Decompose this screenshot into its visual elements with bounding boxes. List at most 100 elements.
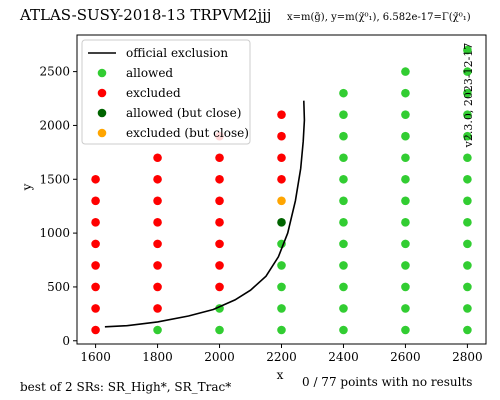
x-axis-label: x — [277, 368, 284, 382]
exclusion-line-layer — [104, 100, 306, 328]
point-allowed-but-close — [277, 218, 286, 227]
legend-label: allowed (but close) — [126, 106, 241, 120]
point-excluded — [153, 282, 162, 292]
legend-label: excluded (but close) — [126, 126, 249, 140]
point-allowed — [463, 304, 472, 313]
point-allowed — [153, 325, 162, 335]
point-allowed — [401, 67, 410, 76]
point-allowed — [463, 325, 472, 335]
point-allowed — [463, 218, 472, 227]
point-allowed — [339, 174, 348, 184]
point-allowed — [401, 304, 410, 313]
y-tick-label: 1500 — [39, 172, 70, 186]
x-tick-label: 2000 — [204, 350, 235, 364]
point-excluded — [91, 282, 100, 292]
chart-title: ATLAS-SUSY-2018-13 TRPVM2jjj — [19, 6, 271, 24]
point-allowed — [339, 88, 348, 98]
point-allowed — [277, 304, 286, 313]
x-tick-label: 2400 — [328, 350, 359, 364]
point-excluded — [215, 261, 224, 270]
point-allowed — [215, 325, 224, 335]
legend-label: allowed — [126, 66, 173, 80]
point-excluded — [153, 304, 162, 313]
point-excluded — [153, 239, 162, 249]
point-allowed — [339, 304, 348, 313]
point-excluded — [153, 261, 162, 270]
point-excluded — [153, 196, 162, 206]
legend-label: excluded — [126, 86, 181, 100]
point-allowed — [277, 261, 286, 270]
point-allowed — [463, 196, 472, 206]
legend-label: official exclusion — [126, 46, 228, 60]
point-excluded — [215, 282, 224, 292]
x-axis: 1600 1800 2000 2200 2400 2600 2800 — [80, 344, 483, 364]
point-excluded — [277, 153, 286, 163]
legend-marker-swatch — [97, 128, 107, 138]
point-excluded — [215, 239, 224, 249]
point-allowed — [339, 196, 348, 206]
y-axis-label: y — [20, 183, 34, 191]
y-tick-label: 2500 — [39, 65, 70, 79]
point-allowed — [401, 196, 410, 206]
y-tick-label: 1000 — [39, 226, 70, 240]
version-watermark: v2.3.0, 2023-12-17 — [462, 43, 475, 149]
point-allowed — [339, 218, 348, 227]
official-exclusion-line — [104, 100, 306, 328]
point-allowed — [463, 131, 472, 141]
point-allowed — [401, 174, 410, 184]
legend: official exclusion allowed excluded allowed… — [81, 39, 251, 145]
point-excluded — [91, 304, 100, 313]
point-allowed — [463, 45, 472, 55]
x-tick-label: 1800 — [142, 350, 173, 364]
point-allowed — [401, 88, 410, 98]
point-allowed — [463, 282, 472, 292]
point-allowed — [339, 261, 348, 270]
x-tick-label: 1600 — [80, 350, 111, 364]
point-excluded-but-close — [277, 196, 286, 206]
footer-best-sr: best of 2 SRs: SR_High*, SR_Trac* — [20, 380, 231, 394]
point-excluded — [91, 325, 100, 335]
point-excluded — [215, 174, 224, 184]
point-excluded — [153, 218, 162, 227]
legend-marker-swatch — [97, 68, 107, 78]
point-allowed — [339, 282, 348, 292]
point-excluded — [215, 196, 224, 206]
point-excluded — [277, 174, 286, 184]
point-allowed — [339, 153, 348, 163]
point-allowed — [401, 282, 410, 292]
point-allowed — [463, 261, 472, 270]
point-allowed — [463, 174, 472, 184]
legend-marker-swatch — [97, 108, 107, 118]
point-excluded — [277, 131, 286, 141]
point-allowed — [401, 131, 410, 141]
footer-no-results: 0 / 77 points with no results — [302, 375, 472, 389]
point-excluded — [91, 239, 100, 249]
point-allowed — [339, 110, 348, 119]
point-allowed — [277, 282, 286, 292]
point-allowed — [401, 153, 410, 163]
point-allowed — [463, 239, 472, 249]
point-allowed — [463, 153, 472, 163]
point-excluded — [91, 261, 100, 270]
point-allowed — [463, 88, 472, 98]
y-tick-label: 500 — [47, 280, 70, 294]
point-allowed — [339, 325, 348, 335]
point-allowed — [401, 239, 410, 249]
chart-subtitle: x=m(g̃), y=m(χ̃⁰₁), 6.582e-17=Γ(χ̃⁰₁) — [287, 12, 471, 23]
point-excluded — [153, 174, 162, 184]
x-tick-label: 2600 — [390, 350, 421, 364]
point-allowed — [463, 110, 472, 119]
point-allowed — [401, 110, 410, 119]
y-tick-label: 2000 — [39, 118, 70, 132]
point-allowed — [401, 325, 410, 335]
point-allowed — [401, 218, 410, 227]
legend-marker-swatch — [97, 88, 107, 98]
point-allowed — [277, 325, 286, 335]
point-excluded — [277, 110, 286, 119]
point-allowed — [339, 239, 348, 249]
y-tick-label: 0 — [62, 334, 70, 348]
point-allowed — [401, 261, 410, 270]
point-excluded — [91, 196, 100, 206]
data-points — [91, 45, 472, 335]
